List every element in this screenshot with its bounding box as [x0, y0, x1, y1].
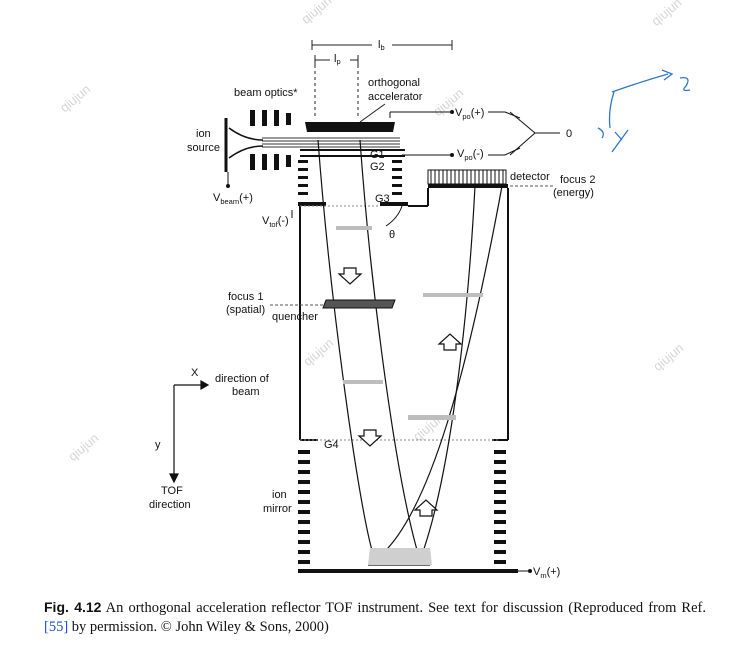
dimension-lp	[314, 55, 359, 118]
vpo-minus-node	[450, 153, 454, 157]
arrow-up-2	[413, 499, 439, 517]
arrow-up-1	[437, 333, 463, 351]
accelerator-leader	[359, 103, 386, 123]
orthogonal-accelerator	[300, 122, 405, 157]
direction-of-beam-line1: direction of	[215, 373, 270, 385]
drift-tube-walls	[299, 188, 509, 441]
ion-packets	[336, 226, 483, 420]
arrow-down-1	[337, 267, 363, 285]
vm-label: Vm(+)	[533, 566, 560, 580]
ion-trajectories	[317, 139, 503, 566]
ion-source-label-line2: source	[187, 142, 220, 154]
turnaround-shading	[368, 548, 432, 565]
figure-label: Fig. 4.12	[44, 599, 102, 615]
caption-text: An orthogonal acceleration reflector TOF…	[101, 600, 706, 616]
watermark-left-upper: qiujun	[57, 81, 93, 115]
mirror-back-plate	[298, 569, 518, 573]
axis-y-label: y	[155, 439, 161, 451]
reference-dotted-lines	[300, 205, 500, 441]
ion-source-label-line1: ion	[196, 128, 211, 140]
direction-arrows	[337, 267, 463, 517]
tof-direction-line1: TOF	[161, 485, 183, 497]
zero-label: 0	[566, 128, 572, 140]
orthogonal-label: orthogonal	[368, 77, 420, 89]
left-flight-grid-stack	[298, 160, 326, 206]
ion-mirror-left-rings	[298, 450, 310, 564]
detector-label: detector	[510, 171, 550, 183]
watermark-center: qiujun	[300, 335, 336, 369]
ion-mirror-label-line2: mirror	[263, 503, 292, 515]
lb-label: lb	[378, 39, 385, 52]
vpo-minus-label: Vpo(-)	[457, 148, 484, 162]
theta-arc	[385, 205, 403, 227]
focus2-label-line2: (energy)	[553, 187, 594, 199]
vm-node	[528, 569, 532, 573]
quencher-plate	[322, 299, 396, 309]
ion-source	[224, 118, 264, 188]
vtof-label: Vtof(-)	[262, 215, 289, 229]
ion-mirror-right-rings	[494, 450, 506, 564]
accelerator-label: accelerator	[368, 91, 423, 103]
handwritten-annotation	[597, 69, 691, 153]
lp-label: lp	[334, 53, 341, 66]
watermark-left-lower: qiujun	[65, 430, 101, 464]
tof-direction-line2: direction	[149, 499, 191, 511]
reference-link[interactable]: [55]	[44, 619, 69, 635]
watermarks: qiujun qiujun qiujun qiujun qiujun qiuju…	[57, 0, 686, 464]
direction-of-beam-line2: beam	[232, 386, 260, 398]
detector	[408, 169, 508, 207]
vpo-plus-label: Vpo(+)	[455, 107, 484, 121]
g1-label: G1	[370, 149, 385, 161]
axis-x-label: X	[191, 367, 199, 379]
watermark-right: qiujun	[650, 340, 686, 374]
focus2-label-line1: focus 2	[560, 174, 595, 186]
vpo-plus-node	[450, 110, 454, 114]
arrow-down-2	[357, 429, 383, 447]
beam-optics-label: beam optics*	[234, 87, 298, 99]
figure-caption: Fig. 4.12 An orthogonal acceleration ref…	[44, 598, 706, 637]
accelerator-grid-stack	[380, 160, 408, 206]
ion-beam	[262, 137, 400, 148]
quencher-label: quencher	[272, 311, 318, 323]
dimension-lb	[311, 40, 453, 50]
ion-mirror-label-line1: ion	[272, 489, 287, 501]
focus1-label-line2: (spatial)	[226, 304, 265, 316]
focus1-label-line1: focus 1	[228, 291, 263, 303]
vbeam-label: Vbeam(+)	[213, 192, 253, 206]
vpo-wiring	[389, 111, 560, 156]
coordinate-axes	[169, 379, 210, 484]
theta-label: θ	[389, 229, 395, 241]
g2-label: G2	[370, 161, 385, 173]
beam-optics-lenses	[250, 110, 291, 170]
watermark-top: qiujun	[298, 0, 334, 27]
g4-label: G4	[324, 439, 339, 451]
watermark-top-right: qiujun	[648, 0, 684, 29]
g3-label: G3	[375, 193, 390, 205]
caption-text-end: by permission. © John Wiley & Sons, 2000…	[68, 619, 329, 635]
